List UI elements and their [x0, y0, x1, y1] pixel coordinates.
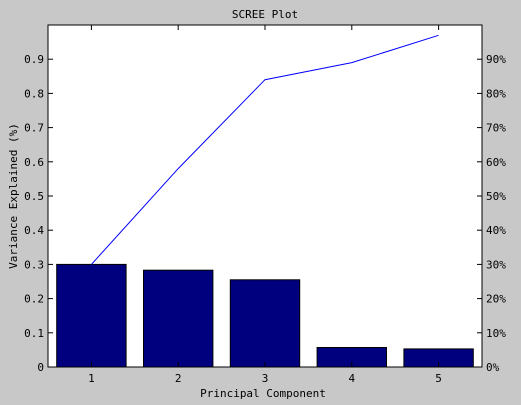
y2-tick-label: 50%	[486, 190, 506, 203]
bar-2	[143, 269, 214, 368]
y-tick-label: 0.8	[24, 87, 44, 100]
x-axis-label: Principal Component	[200, 387, 326, 400]
y2-tick-label: 70%	[486, 122, 506, 135]
y-tick-label: 0.7	[24, 122, 44, 135]
y-tick-label: 0.3	[24, 258, 44, 271]
bar-series	[56, 263, 474, 368]
bar-1	[56, 263, 127, 368]
cumulative-line-series	[91, 34, 439, 265]
y-tick-label: 0.5	[24, 190, 44, 203]
tick-labels: 0 0.1 0.2 0.3 0.4 0.5 0.6 0.7 0.8 0.9 0% 10% 20% 30% 4…	[24, 53, 506, 385]
x-tick-label: 4	[348, 372, 355, 385]
y2-tick-label: 0%	[486, 361, 500, 374]
y-tick-label: 0.9	[24, 53, 44, 66]
cumulative-variance-line	[91, 34, 439, 265]
x-tick-label: 5	[435, 372, 442, 385]
y-tick-label: 0.1	[24, 327, 44, 340]
y-tick-label: 0.2	[24, 293, 44, 306]
x-tick-label: 2	[175, 372, 182, 385]
y-tick-label: 0.4	[24, 224, 44, 237]
y2-tick-label: 40%	[486, 224, 506, 237]
y2-tick-label: 10%	[486, 327, 506, 340]
bar-3	[229, 279, 301, 368]
y2-tick-label: 80%	[486, 87, 506, 100]
chart-title: SCREE Plot	[232, 8, 298, 21]
y2-tick-label: 20%	[486, 293, 506, 306]
y2-tick-label: 60%	[486, 156, 506, 169]
y-tick-label: 0	[37, 361, 44, 374]
tick-marks	[48, 25, 482, 368]
y-axis-label: Variance Explained (%)	[7, 123, 20, 269]
x-tick-label: 1	[88, 372, 95, 385]
y-tick-label: 0.6	[24, 156, 44, 169]
y2-tick-label: 30%	[486, 258, 506, 271]
y2-tick-label: 90%	[486, 53, 506, 66]
x-tick-label: 3	[262, 372, 269, 385]
